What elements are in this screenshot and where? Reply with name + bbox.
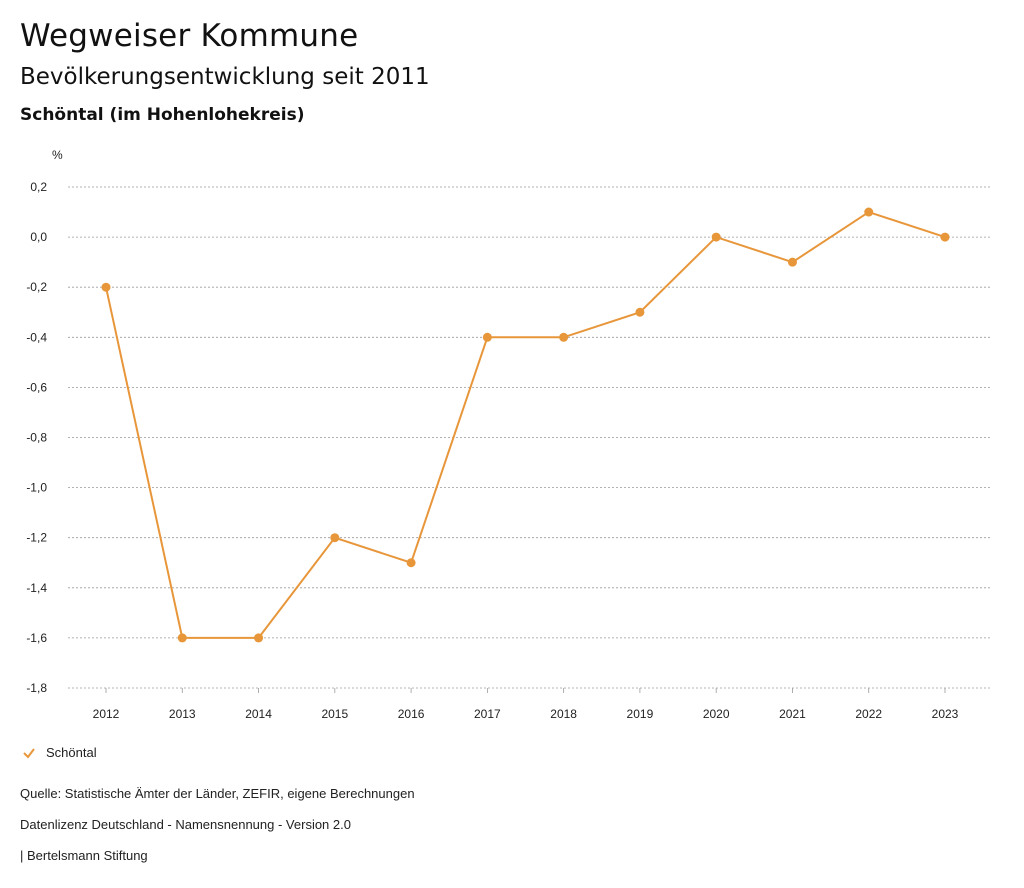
legend[interactable]: Schöntal [22, 745, 97, 760]
data-point[interactable] [330, 533, 340, 543]
data-point[interactable] [940, 232, 950, 242]
data-point[interactable] [864, 207, 874, 217]
license-note: Datenlizenz Deutschland - Namensnennung … [20, 817, 351, 832]
x-tick-label: 2012 [93, 707, 120, 721]
data-point[interactable] [406, 558, 416, 568]
y-tick-label: -0,2 [26, 280, 47, 294]
chart-subtitle: Bevölkerungsentwicklung seit 2011 [20, 64, 430, 90]
y-tick-label: 0,0 [30, 230, 47, 244]
y-axis-ticks: 0,2 0,0 -0,2 -0,4 -0,6 -0,8 -1,0 -1,2 -1,4 -1,6 -1… [26, 180, 47, 695]
y-tick-label: -0,4 [26, 330, 47, 344]
y-tick-label: -1,4 [26, 581, 47, 595]
y-tick-label: -1,0 [26, 481, 47, 495]
series-line [105, 210, 946, 639]
check-icon [23, 747, 35, 759]
page-title: Wegweiser Kommune [20, 18, 359, 54]
x-axis-ticks: 2012 2013 2014 2015 2016 2017 2018 2019 2020 2021… [93, 688, 959, 721]
data-point[interactable] [101, 282, 111, 292]
data-point[interactable] [787, 257, 797, 267]
y-tick-label: 0,2 [30, 180, 47, 194]
x-tick-label: 2023 [932, 707, 959, 721]
x-tick-label: 2019 [627, 707, 654, 721]
x-tick-label: 2021 [779, 707, 806, 721]
legend-label: Schöntal [46, 745, 97, 760]
source-note: Quelle: Statistische Ämter der Länder, Z… [20, 786, 415, 801]
y-tick-label: -1,2 [26, 531, 47, 545]
x-tick-label: 2016 [398, 707, 425, 721]
data-point[interactable] [559, 332, 569, 342]
data-point[interactable] [177, 633, 187, 643]
x-tick-label: 2015 [321, 707, 348, 721]
line-chart: % 0,2 0,0 -0,2 -0,4 -0,6 -0,8 -1,0 -1,2 -1,4 -1,6… [26, 148, 990, 721]
x-tick-label: 2022 [855, 707, 882, 721]
x-tick-label: 2020 [703, 707, 730, 721]
data-point[interactable] [711, 232, 721, 242]
x-tick-label: 2017 [474, 707, 501, 721]
publisher-note: | Bertelsmann Stiftung [20, 848, 148, 863]
data-point[interactable] [254, 633, 264, 643]
x-tick-label: 2014 [245, 707, 272, 721]
y-tick-label: -0,6 [26, 380, 47, 394]
data-point[interactable] [482, 332, 492, 342]
y-tick-label: -1,6 [26, 631, 47, 645]
data-point[interactable] [635, 307, 645, 317]
y-axis-unit: % [52, 148, 63, 162]
x-tick-label: 2018 [550, 707, 577, 721]
x-tick-label: 2013 [169, 707, 196, 721]
region-label: Schöntal (im Hohenlohekreis) [20, 105, 305, 125]
y-tick-label: -0,8 [26, 431, 47, 445]
series-schoental [101, 207, 950, 643]
y-tick-label: -1,8 [26, 681, 47, 695]
grid-lines [68, 186, 990, 689]
